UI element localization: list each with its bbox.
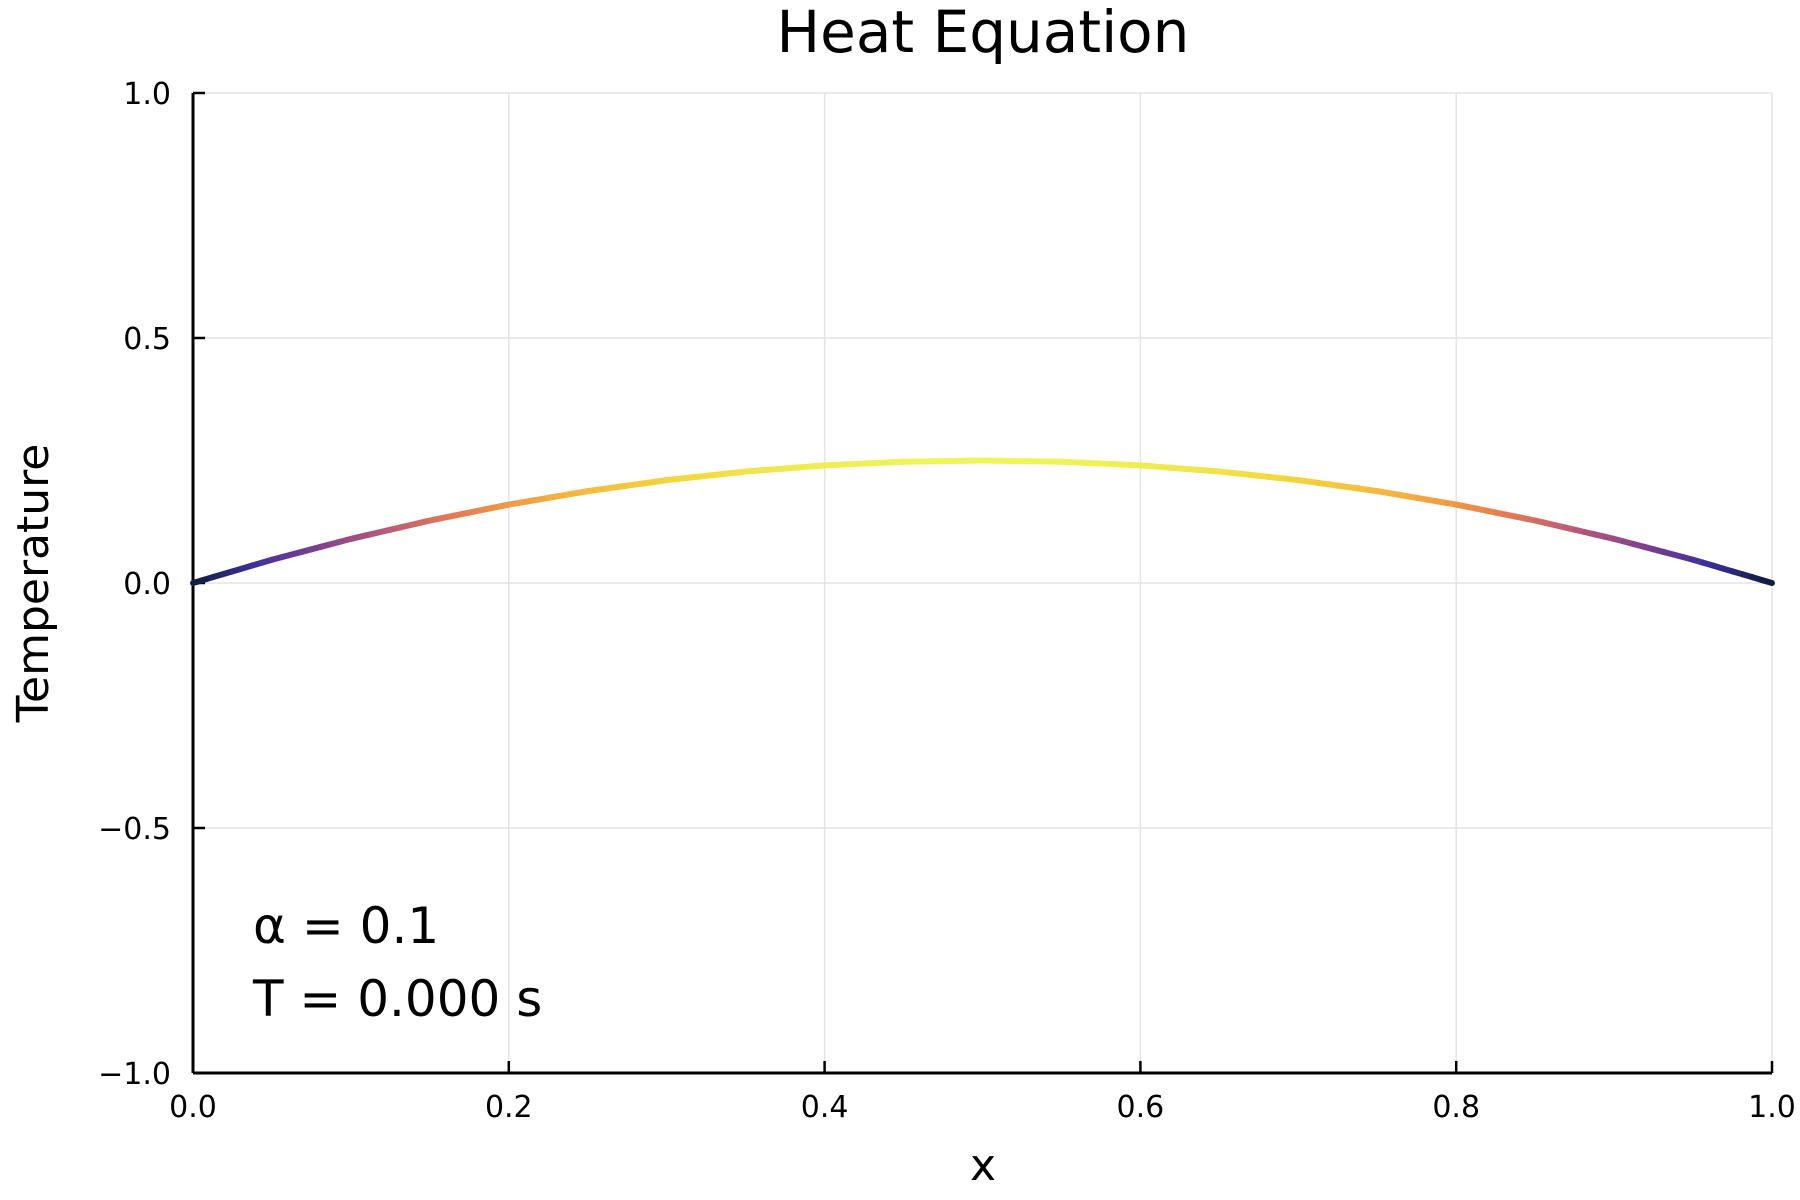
series-line-segment [1759,577,1775,586]
chart-title: Heat Equation [777,0,1190,66]
x-axis-label: x [970,1140,996,1191]
x-tick-label: 0.4 [801,1090,849,1125]
x-tick-label: 0.0 [169,1090,217,1125]
y-axis-label: Temperature [8,444,59,724]
x-tick-label: 0.6 [1117,1090,1165,1125]
y-tick-label: 0.0 [123,567,171,602]
alpha-annotation: α = 0.1 [253,897,439,955]
series [190,457,1775,586]
x-tick-label: 0.2 [485,1090,533,1125]
y-tick-label: 0.5 [123,322,171,357]
x-tick-label: 1.0 [1748,1090,1796,1125]
ticks: 0.0 0.2 0.4 0.6 0.8 1.0 −1.0 −0.5 0.0 0.5 1.0 [98,77,1796,1125]
x-tick-label: 0.8 [1432,1090,1480,1125]
y-tick-label: −1.0 [98,1057,171,1092]
y-tick-label: −0.5 [98,812,171,847]
time-annotation: T = 0.000 s [252,970,542,1028]
y-tick-label: 1.0 [123,77,171,112]
